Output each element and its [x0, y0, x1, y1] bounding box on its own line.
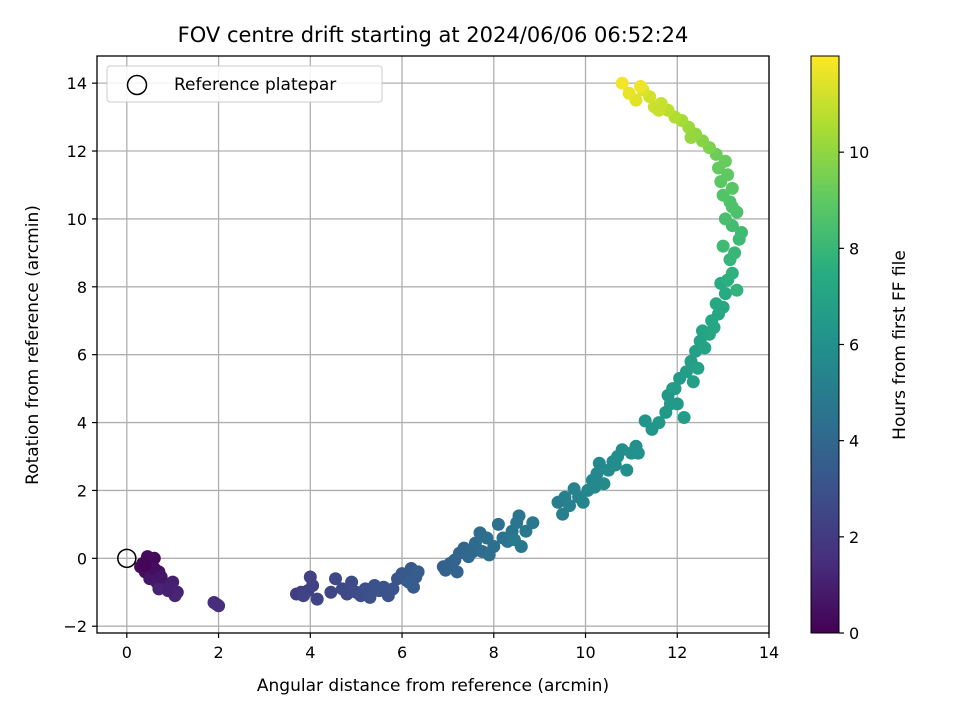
colorbar-gradient — [810, 55, 840, 634]
data-point — [608, 458, 622, 472]
data-point — [684, 131, 698, 144]
data-point — [622, 86, 636, 100]
data-point — [310, 592, 324, 606]
data-point — [161, 584, 175, 598]
data-point — [563, 499, 576, 513]
data-point — [725, 181, 739, 195]
data-point — [677, 411, 691, 424]
colorbar: 0 2 4 6 8 10 Hours from first FF file — [810, 55, 910, 643]
data-point — [592, 456, 606, 470]
data-point — [707, 321, 721, 334]
data-point — [345, 575, 359, 589]
data-point — [721, 168, 735, 182]
data-point — [679, 365, 693, 379]
data-point — [730, 283, 744, 297]
x-tick-label: 8 — [489, 643, 499, 662]
legend-entry-reference: Reference platepar — [174, 75, 336, 95]
data-point — [718, 287, 732, 301]
x-tick-label: 4 — [305, 643, 315, 662]
x-tick-label: 12 — [667, 643, 687, 662]
data-point — [207, 596, 221, 609]
data-point — [728, 246, 742, 260]
colorbar-tick-label: 6 — [849, 336, 859, 355]
data-point — [411, 565, 425, 579]
data-point — [652, 103, 666, 117]
reference-marker — [117, 548, 137, 569]
data-point — [138, 558, 152, 572]
data-point — [526, 516, 540, 530]
data-point — [620, 463, 634, 477]
data-point — [631, 446, 645, 460]
data-point — [716, 239, 730, 253]
data-point — [386, 582, 400, 596]
data-point — [363, 590, 377, 604]
x-tick-label: 6 — [397, 643, 407, 662]
data-point — [718, 154, 732, 168]
x-tick-label: 10 — [575, 643, 595, 662]
legend: Reference platepar — [106, 65, 383, 103]
y-tick-label: 14 — [67, 74, 87, 93]
data-point — [668, 382, 682, 396]
data-point — [512, 509, 526, 523]
chart-title: FOV centre drift starting at 2024/06/06 … — [178, 23, 689, 47]
colorbar-ticks: 0 2 4 6 8 10 — [839, 143, 869, 643]
data-point — [329, 572, 342, 586]
y-tick-label: 12 — [67, 142, 87, 161]
legend-marker-icon — [126, 74, 148, 96]
colorbar-tick-label: 0 — [849, 624, 859, 643]
y-axis-ticks: −2 0 2 4 6 8 10 12 14 — [63, 74, 97, 636]
data-point — [154, 570, 168, 584]
data-points — [134, 76, 748, 613]
data-point — [725, 266, 739, 280]
x-tick-label: 0 — [122, 643, 132, 662]
y-tick-label: 0 — [77, 549, 87, 568]
data-point — [698, 341, 712, 355]
data-point — [725, 200, 739, 214]
data-point — [663, 397, 677, 411]
colorbar-tick-label: 8 — [849, 239, 859, 258]
y-tick-label: 6 — [77, 346, 87, 365]
data-point — [718, 212, 732, 226]
colorbar-tick-label: 4 — [849, 432, 859, 451]
colorbar-tick-label: 2 — [849, 528, 859, 547]
data-point — [615, 76, 629, 90]
y-tick-label: 2 — [77, 481, 87, 500]
data-point — [716, 188, 730, 202]
data-point — [634, 80, 648, 93]
y-tick-label: −2 — [63, 617, 87, 636]
data-point — [491, 517, 505, 531]
y-tick-label: 4 — [77, 414, 87, 433]
colorbar-tick-label: 10 — [849, 143, 869, 162]
data-point — [507, 533, 521, 547]
data-point — [450, 565, 464, 579]
x-axis-ticks: 0 2 4 6 8 10 12 14 — [122, 633, 779, 662]
data-point — [652, 416, 666, 430]
y-tick-label: 8 — [77, 278, 87, 297]
x-tick-label: 14 — [759, 643, 779, 662]
data-point — [691, 361, 705, 375]
y-axis-label: Rotation from reference (arcmin) — [23, 205, 43, 485]
legend-box — [106, 65, 383, 103]
data-point — [487, 540, 501, 553]
data-point — [576, 495, 590, 509]
data-point — [590, 467, 604, 480]
grid-lines — [97, 56, 770, 633]
colorbar-label: Hours from first FF file — [890, 250, 910, 440]
data-point — [306, 579, 320, 592]
data-point — [716, 300, 730, 314]
data-point — [588, 480, 602, 494]
x-axis-label: Angular distance from reference (arcmin) — [257, 676, 609, 696]
plot-frame — [96, 55, 770, 634]
data-point — [402, 575, 416, 589]
x-tick-label: 2 — [213, 643, 223, 662]
data-point — [324, 585, 338, 599]
data-point — [296, 589, 310, 603]
data-point — [686, 375, 700, 389]
data-point — [735, 226, 748, 239]
y-tick-label: 10 — [67, 210, 87, 229]
